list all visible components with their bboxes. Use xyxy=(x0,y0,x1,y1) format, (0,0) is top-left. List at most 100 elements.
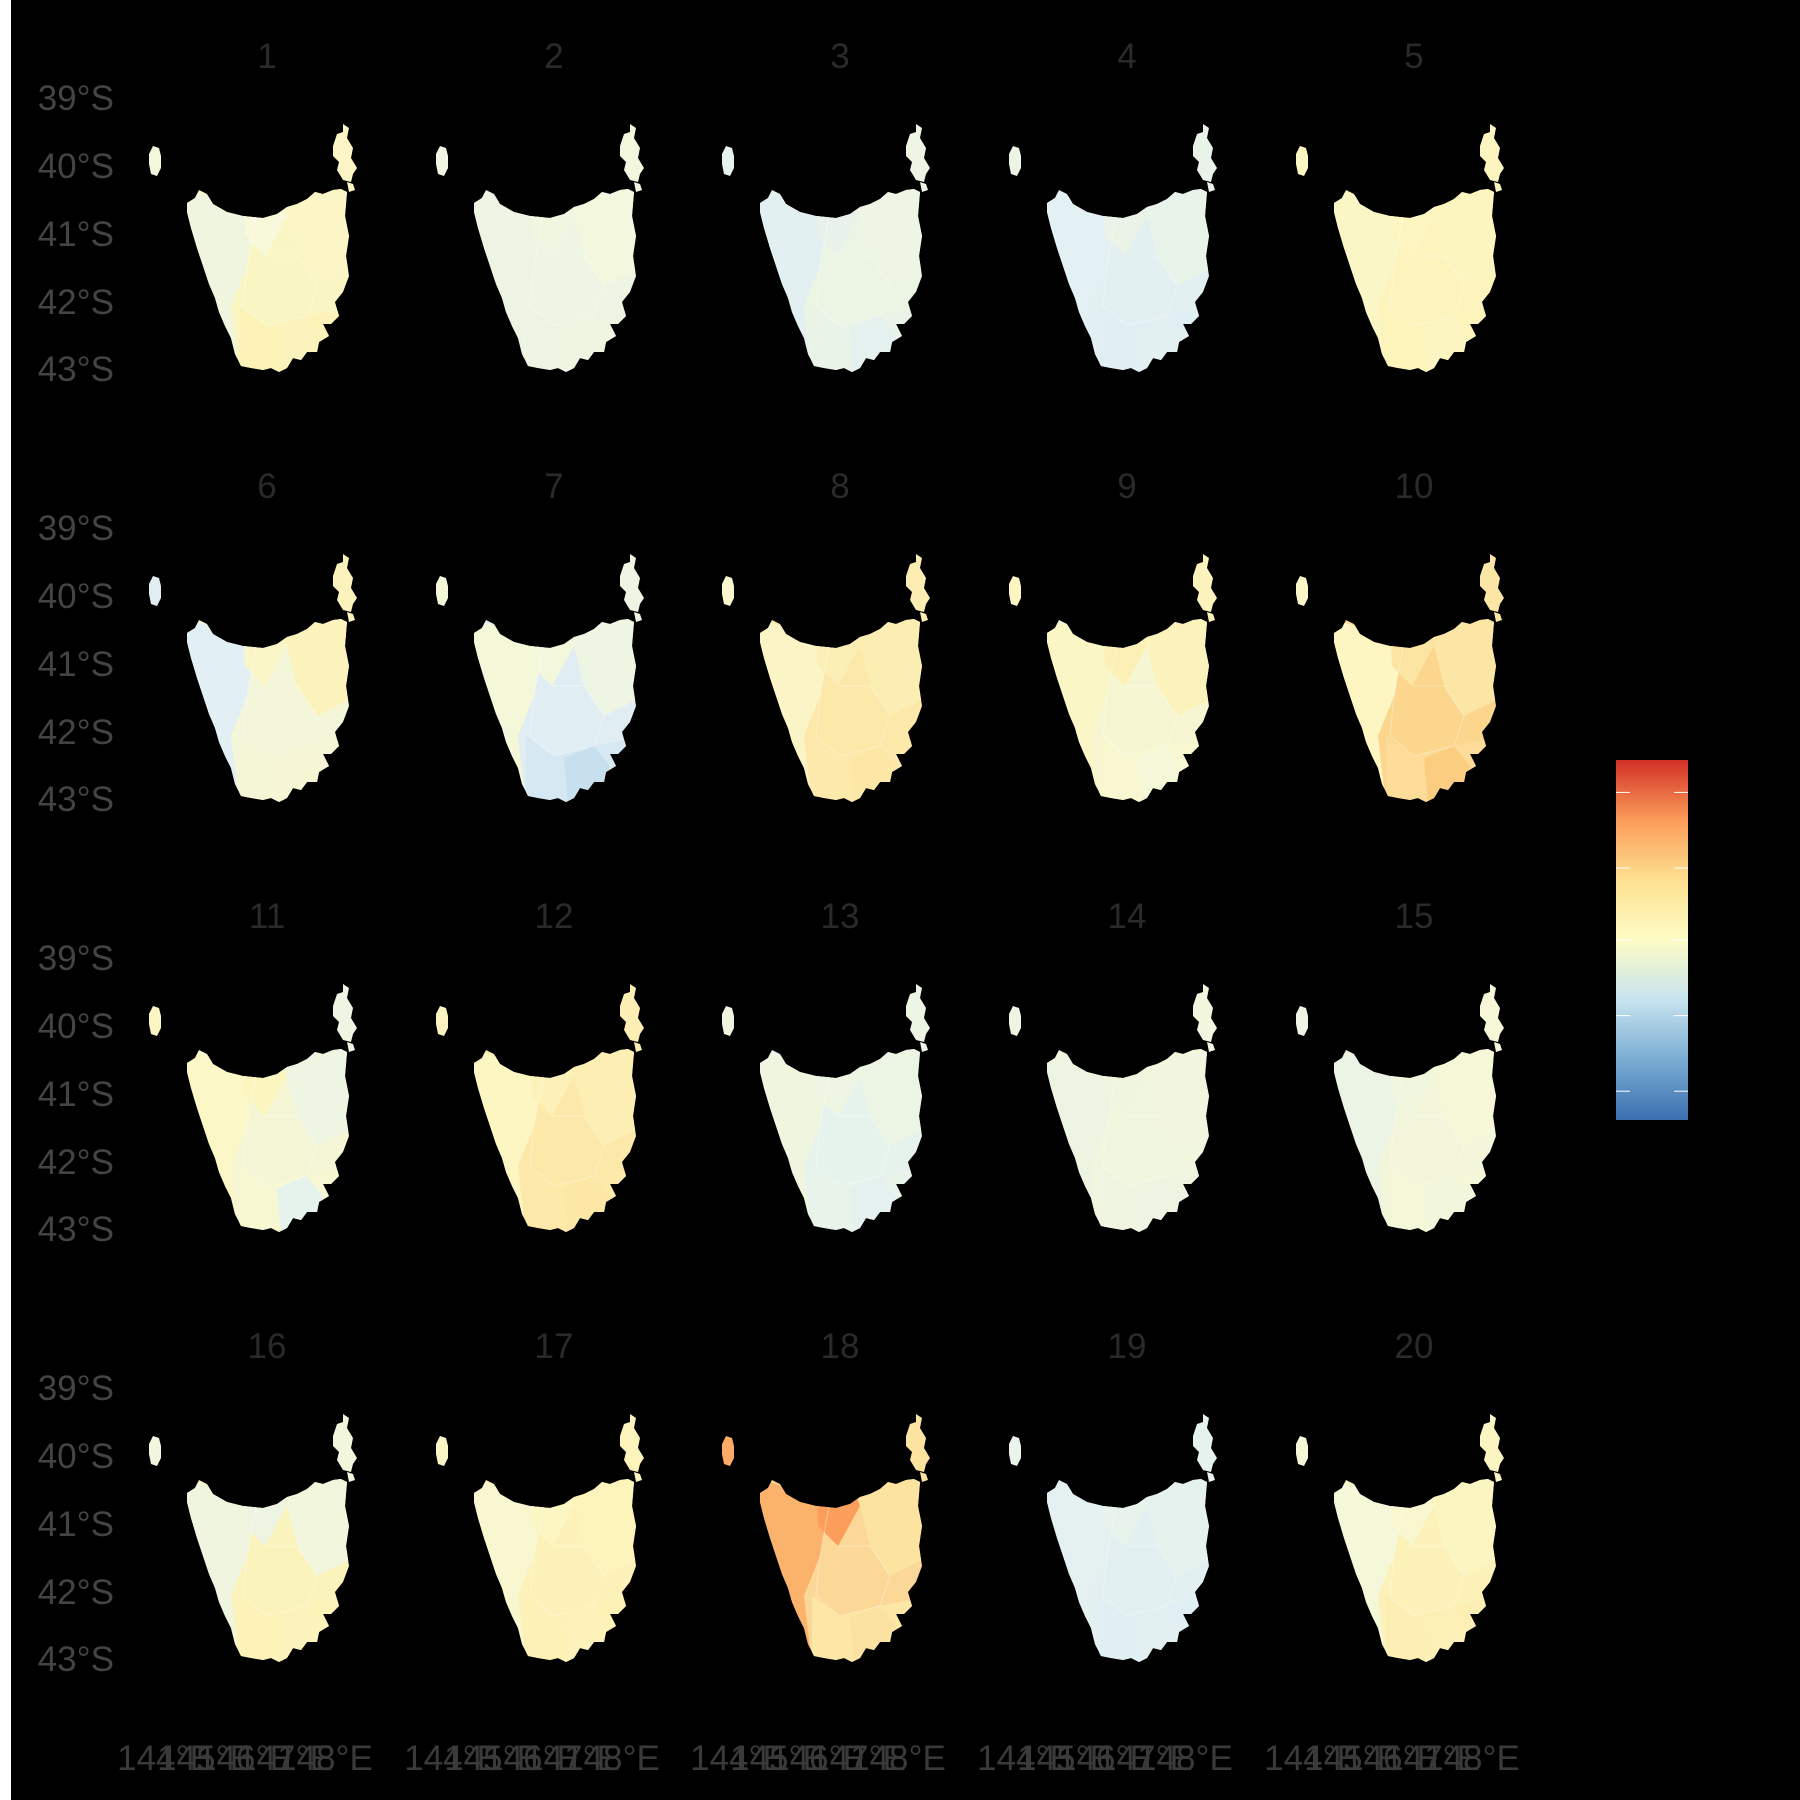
y-tick-label: 41°S xyxy=(38,1505,114,1544)
region-northeast xyxy=(850,619,922,716)
x-tick-label: 145°E xyxy=(444,1739,540,1778)
region-northeast xyxy=(564,189,636,286)
flinders-island xyxy=(620,554,644,612)
x-tick-label: 144°E xyxy=(977,1739,1073,1778)
y-tick-label: 42°S xyxy=(38,713,114,752)
flinders-island xyxy=(620,984,644,1042)
map-panel-16: 16 xyxy=(149,1327,357,1662)
y-tick-label: 41°S xyxy=(38,645,114,684)
region-northeast xyxy=(564,1049,636,1146)
x-tick-label: 147°E xyxy=(810,1739,906,1778)
king-island xyxy=(1009,1436,1021,1466)
y-tick-label: 40°S xyxy=(38,1437,114,1476)
region-boundary xyxy=(1389,1070,1465,1187)
cape-barren-island xyxy=(634,1042,642,1052)
region-central xyxy=(1103,256,1177,326)
cape-barren-island xyxy=(920,1472,928,1482)
x-tick-label: 144°E xyxy=(1264,1739,1360,1778)
king-island xyxy=(1009,1006,1021,1036)
cape-barren-island xyxy=(1207,612,1215,622)
facet-label: 5 xyxy=(1404,37,1423,76)
facet-label: 16 xyxy=(248,1327,287,1366)
y-tick-label: 41°S xyxy=(38,215,114,254)
flinders-island xyxy=(333,1414,357,1472)
map-panel-15: 15 xyxy=(1296,897,1504,1232)
facet-label: 9 xyxy=(1117,467,1136,506)
region-central xyxy=(816,1116,890,1186)
y-tick-label: 43°S xyxy=(38,1640,114,1679)
facet-label: 6 xyxy=(257,467,276,506)
flinders-island xyxy=(906,1414,930,1472)
y-tick-label: 42°S xyxy=(38,283,114,322)
x-tick-label: 144°E xyxy=(404,1739,500,1778)
facet-label: 1 xyxy=(257,37,276,76)
region-boundary xyxy=(242,640,318,757)
map-panel-3: 3 xyxy=(722,37,930,372)
facet-label: 19 xyxy=(1108,1327,1147,1366)
x-tick-label: 145°E xyxy=(1304,1739,1400,1778)
king-island xyxy=(722,1436,734,1466)
map-panel-5: 5 xyxy=(1296,37,1504,372)
cape-barren-island xyxy=(920,612,928,622)
map-panel-18: 18 xyxy=(722,1327,930,1662)
x-tick-label: 147°E xyxy=(237,1739,333,1778)
flinders-island xyxy=(1480,984,1504,1042)
region-northeast xyxy=(277,619,349,716)
king-island xyxy=(436,1436,448,1466)
x-tick-label: 148°E xyxy=(1424,1739,1520,1778)
cape-barren-island xyxy=(347,1472,355,1482)
x-tick-label: 147°E xyxy=(524,1739,620,1778)
region-group xyxy=(187,1049,349,1232)
flinders-island xyxy=(1193,1414,1217,1472)
region-boundary xyxy=(1102,640,1178,757)
king-island xyxy=(149,576,161,606)
x-tick-label: 146°E xyxy=(770,1739,866,1778)
flinders-island xyxy=(1193,554,1217,612)
y-tick-label: 40°S xyxy=(38,147,114,186)
cape-barren-island xyxy=(347,182,355,192)
facet-label: 11 xyxy=(249,897,285,936)
king-island xyxy=(436,1006,448,1036)
region-northeast xyxy=(277,189,349,286)
map-panel-6: 6 xyxy=(149,467,357,802)
region-central xyxy=(1390,1116,1464,1186)
y-tick-label: 43°S xyxy=(38,1210,114,1249)
x-tick-label: 144°E xyxy=(690,1739,786,1778)
region-group xyxy=(474,1049,636,1232)
x-tick-label: 147°E xyxy=(1097,1739,1193,1778)
color-legend xyxy=(1616,760,1688,1120)
map-panel-10: 10 xyxy=(1296,467,1504,802)
region-boundary xyxy=(815,210,891,327)
facet-label: 15 xyxy=(1395,897,1434,936)
cape-barren-island xyxy=(347,612,355,622)
region-boundary xyxy=(1102,1500,1178,1617)
y-tick-label: 39°S xyxy=(38,1369,114,1408)
cape-barren-island xyxy=(1494,1472,1502,1482)
region-northeast xyxy=(1424,1479,1496,1576)
facet-label: 8 xyxy=(830,467,849,506)
facet-label: 17 xyxy=(535,1327,574,1366)
cape-barren-island xyxy=(1207,1472,1215,1482)
flinders-island xyxy=(1480,554,1504,612)
facet-label: 18 xyxy=(821,1327,860,1366)
x-tick-label: 148°E xyxy=(850,1739,946,1778)
cape-barren-island xyxy=(1494,182,1502,192)
region-northeast xyxy=(1137,189,1209,286)
king-island xyxy=(1296,1006,1308,1036)
region-central xyxy=(1390,256,1464,326)
region-northeast xyxy=(1424,189,1496,286)
cape-barren-island xyxy=(634,1472,642,1482)
x-tick-label: 146°E xyxy=(484,1739,580,1778)
region-boundary xyxy=(242,1500,318,1617)
x-tick-label: 144°E xyxy=(117,1739,213,1778)
facet-label: 12 xyxy=(535,897,574,936)
region-central xyxy=(1390,1546,1464,1616)
region-boundary xyxy=(529,1500,605,1617)
cape-barren-island xyxy=(634,612,642,622)
y-tick-label: 40°S xyxy=(38,1007,114,1046)
y-tick-label: 43°S xyxy=(38,780,114,819)
region-central xyxy=(530,1546,604,1616)
map-panel-13: 13 xyxy=(722,897,930,1232)
region-northeast xyxy=(277,1479,349,1576)
region-central xyxy=(1103,1116,1177,1186)
